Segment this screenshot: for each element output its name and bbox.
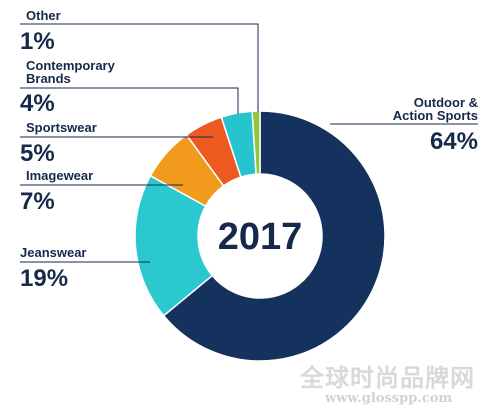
leader-line-other: [20, 23, 259, 112]
value-contemporary-brands: 4%: [20, 90, 55, 117]
value-other: 1%: [20, 28, 55, 55]
label-other: Other: [26, 8, 61, 23]
label-sportswear: Sportswear: [26, 120, 97, 135]
value-sportswear: 5%: [20, 140, 55, 167]
donut-slices: [134, 110, 386, 362]
center-year-label: 2017: [218, 216, 303, 258]
watermark-chinese: 全球时尚品牌网: [300, 363, 475, 392]
leader-line-contemporary: [20, 87, 239, 114]
donut-hole: [198, 174, 322, 298]
value-imagewear: 7%: [20, 188, 55, 215]
watermark-url: www.glosspp.com: [325, 391, 453, 406]
value-outdoor-action-sports: 64%: [429, 128, 478, 155]
label-contemporary-brands: Contemporary Brands: [26, 58, 115, 86]
value-jeanswear: 19%: [20, 265, 69, 292]
label-outdoor-action-sports: Outdoor & Action Sports: [392, 95, 478, 123]
leader-lines: [20, 23, 478, 263]
label-jeanswear: Jeanswear: [20, 245, 87, 260]
label-imagewear: Imagewear: [26, 168, 94, 183]
